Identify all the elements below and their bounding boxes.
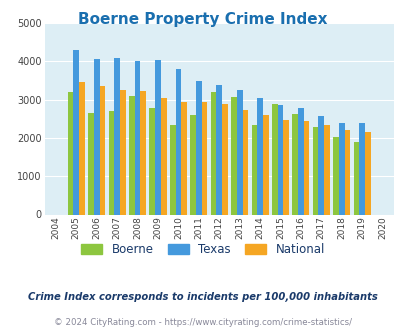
Bar bbox=[333, 137, 338, 214]
Bar bbox=[108, 111, 114, 214]
Bar bbox=[242, 110, 247, 214]
Bar bbox=[283, 120, 288, 214]
Bar bbox=[79, 82, 85, 214]
Bar bbox=[140, 91, 146, 214]
Bar bbox=[99, 86, 105, 214]
Bar bbox=[201, 102, 207, 214]
Bar bbox=[88, 113, 94, 214]
Bar bbox=[353, 142, 358, 214]
Bar bbox=[344, 130, 350, 214]
Bar bbox=[155, 60, 160, 214]
Bar bbox=[160, 98, 166, 214]
Bar bbox=[236, 90, 242, 214]
Bar bbox=[324, 124, 329, 214]
Legend: Boerne, Texas, National: Boerne, Texas, National bbox=[78, 240, 327, 258]
Text: Boerne Property Crime Index: Boerne Property Crime Index bbox=[78, 12, 327, 26]
Bar bbox=[129, 96, 134, 214]
Text: © 2024 CityRating.com - https://www.cityrating.com/crime-statistics/: © 2024 CityRating.com - https://www.city… bbox=[54, 318, 351, 327]
Bar bbox=[277, 105, 283, 214]
Bar bbox=[210, 92, 216, 214]
Bar bbox=[175, 69, 181, 215]
Bar bbox=[297, 108, 303, 214]
Bar bbox=[303, 121, 309, 214]
Bar bbox=[190, 115, 196, 214]
Text: Crime Index corresponds to incidents per 100,000 inhabitants: Crime Index corresponds to incidents per… bbox=[28, 292, 377, 302]
Bar bbox=[312, 127, 318, 214]
Bar bbox=[222, 105, 227, 214]
Bar bbox=[257, 98, 262, 214]
Bar bbox=[73, 50, 79, 214]
Bar bbox=[358, 123, 364, 214]
Bar bbox=[181, 102, 187, 214]
Bar bbox=[262, 115, 268, 214]
Bar bbox=[271, 105, 277, 214]
Bar bbox=[196, 81, 201, 214]
Bar bbox=[364, 132, 370, 214]
Bar bbox=[149, 108, 155, 214]
Bar bbox=[114, 57, 120, 214]
Bar bbox=[230, 97, 236, 214]
Bar bbox=[94, 58, 99, 214]
Bar bbox=[216, 85, 222, 214]
Bar bbox=[318, 116, 324, 214]
Bar bbox=[292, 114, 297, 214]
Bar bbox=[68, 92, 73, 214]
Bar bbox=[120, 90, 126, 214]
Bar bbox=[169, 124, 175, 214]
Bar bbox=[338, 123, 344, 214]
Bar bbox=[251, 124, 257, 214]
Bar bbox=[134, 61, 140, 214]
